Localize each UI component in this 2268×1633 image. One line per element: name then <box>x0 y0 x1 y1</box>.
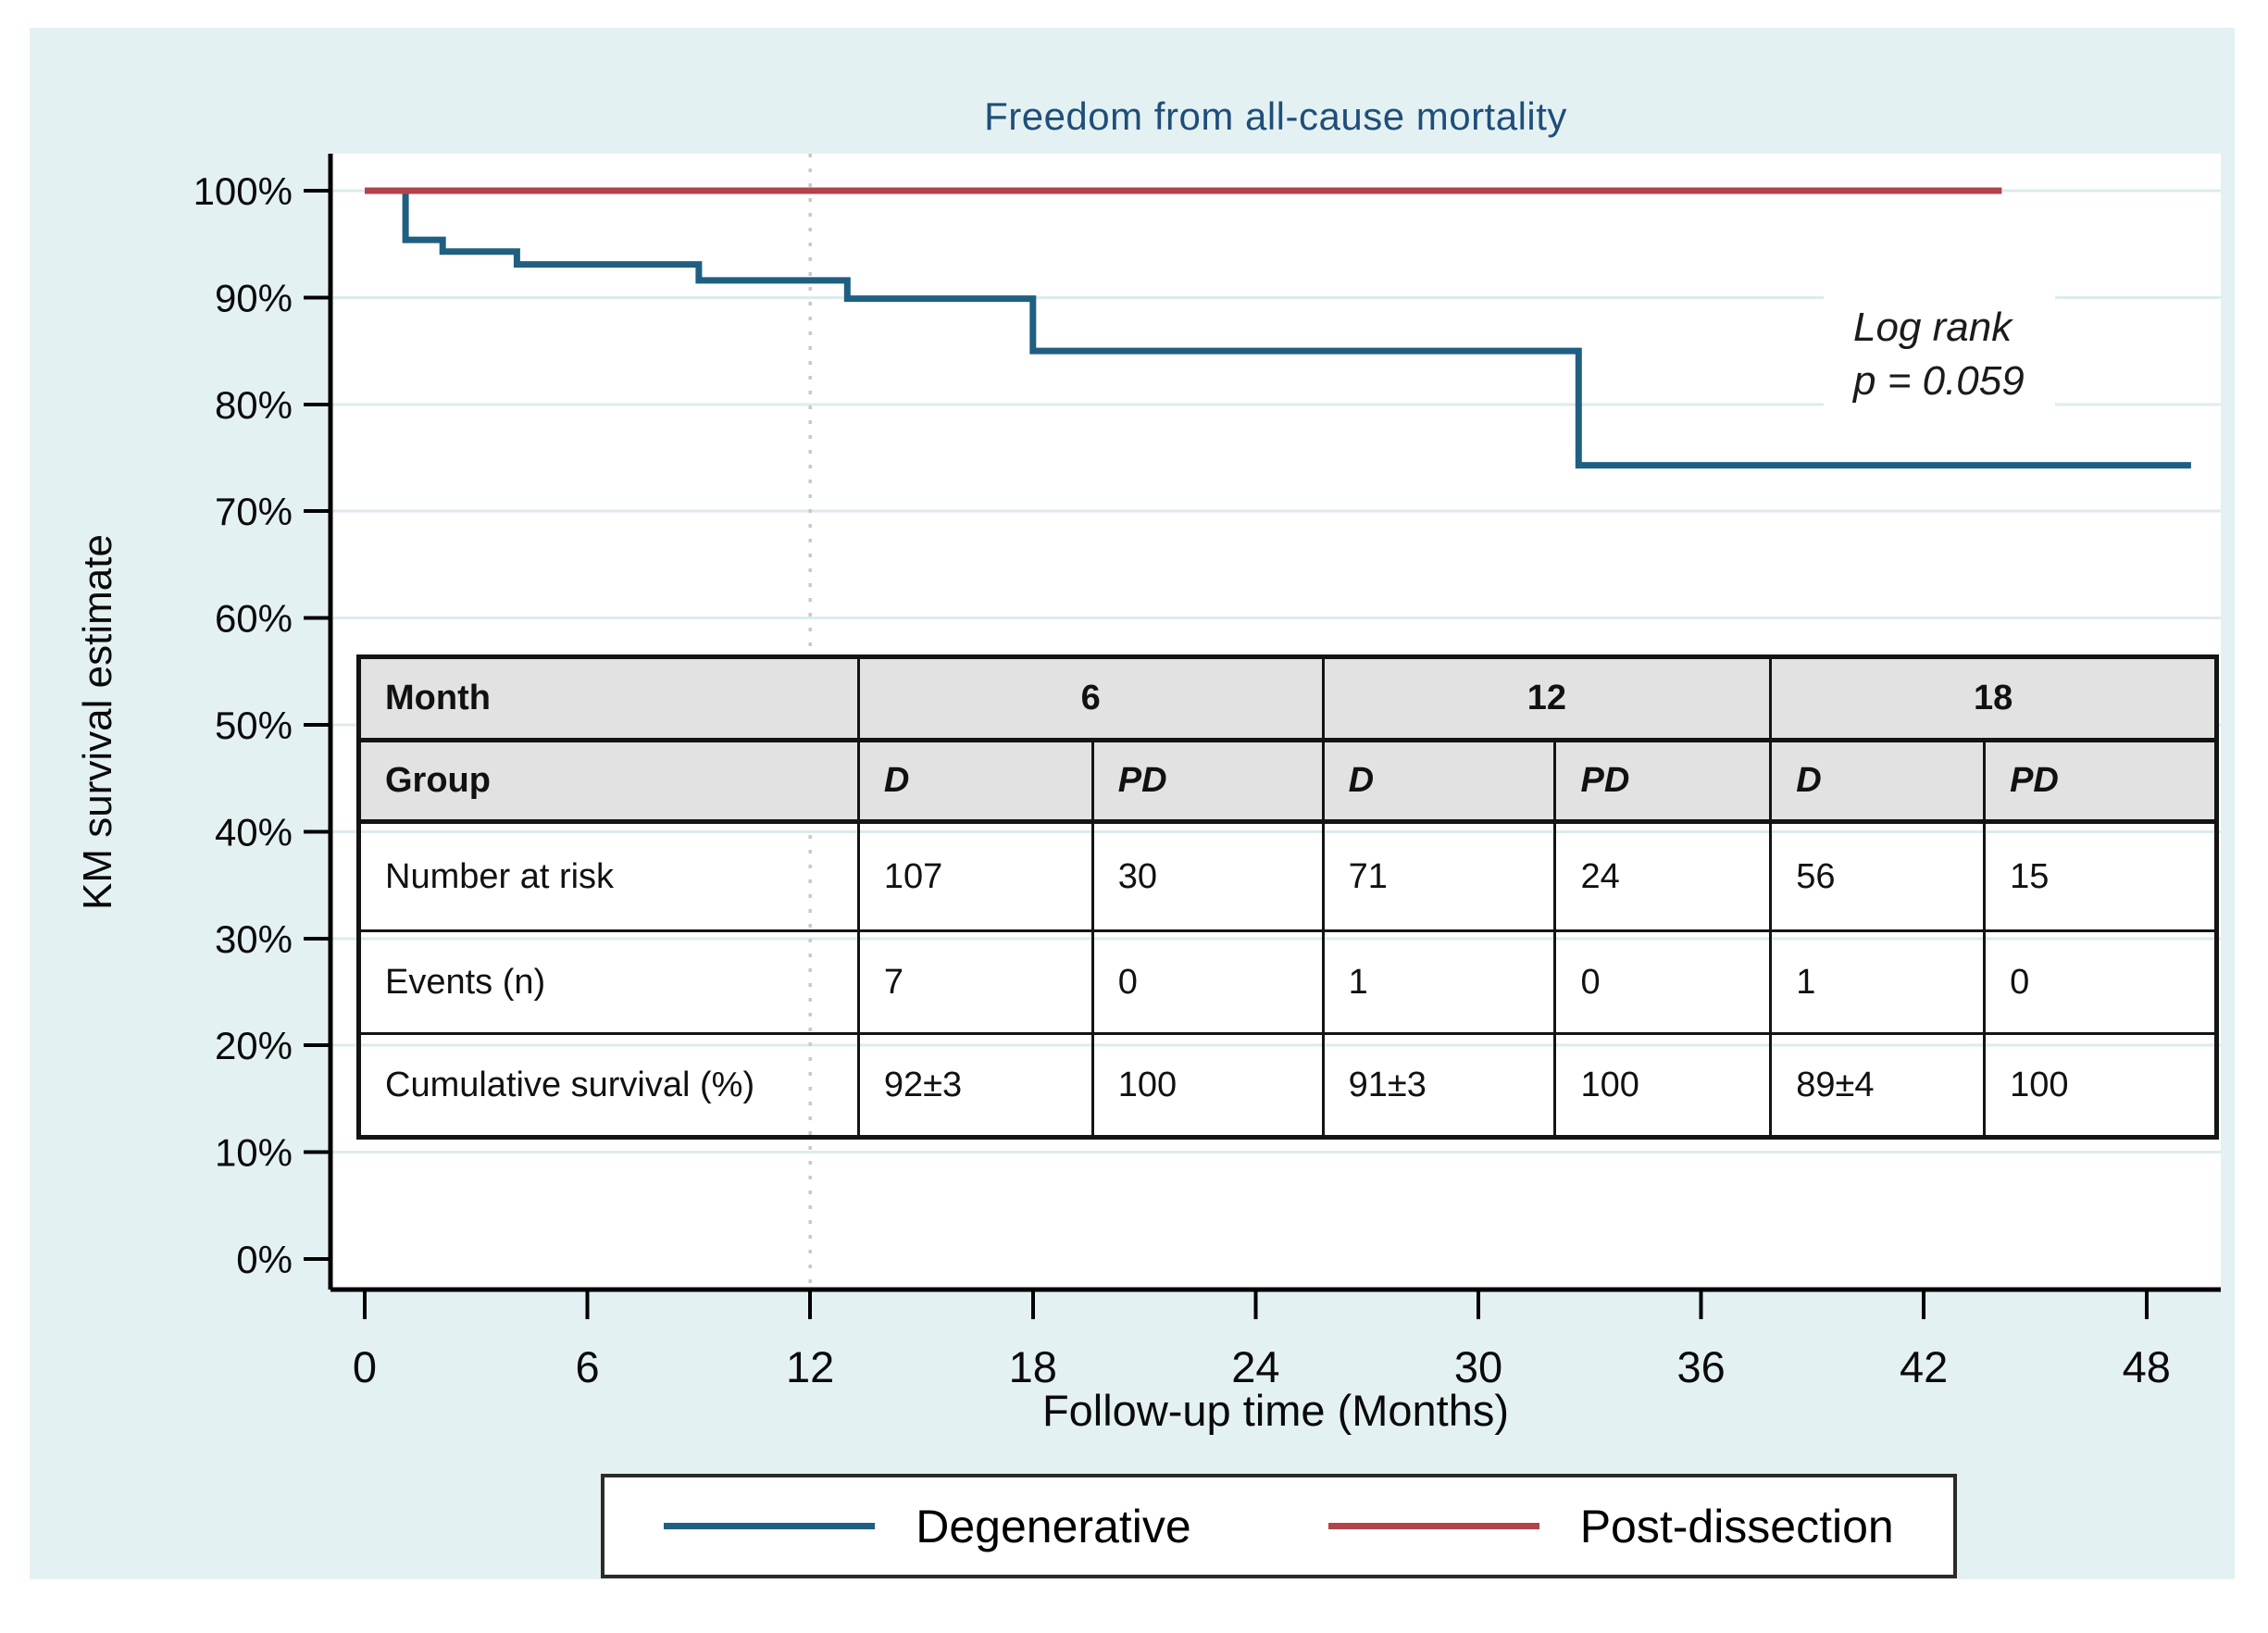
y-tick-label: 90% <box>215 276 293 319</box>
cell: 7 <box>856 929 1094 1035</box>
x-tick-label: 18 <box>1009 1342 1057 1391</box>
annotation-background <box>1824 285 2055 413</box>
cell: 30 <box>1090 820 1325 932</box>
log-rank-annotation: Log rank p = 0.059 <box>1824 285 2055 413</box>
risk-table-group-label: Group <box>357 739 860 824</box>
cell: 100 <box>1090 1032 1325 1139</box>
x-tick-label: 24 <box>1231 1342 1279 1391</box>
log-rank-label: Log rank <box>1853 305 2013 350</box>
cell: 89±4 <box>1769 1032 1987 1139</box>
risk-table-group-row: Group D PD D PD D PD <box>357 739 2218 824</box>
degenerative-line-swatch <box>664 1523 876 1529</box>
y-tick-label: 40% <box>215 810 293 854</box>
risk-table-col-18-d: D <box>1769 739 1987 824</box>
row-label: Events (n) <box>357 929 860 1035</box>
risk-table-month-6: 6 <box>856 655 1325 742</box>
y-tick-label: 50% <box>215 704 293 747</box>
cell: 0 <box>1553 929 1773 1035</box>
cell: 0 <box>1090 929 1325 1035</box>
y-tick-label: 30% <box>215 917 293 961</box>
cell: 1 <box>1321 929 1557 1035</box>
x-tick-label: 36 <box>1676 1342 1725 1391</box>
risk-table: Month 6 12 18 Group D PD D PD D PD Numbe… <box>356 654 2219 1140</box>
risk-table-col-6-pd: PD <box>1090 739 1325 824</box>
cell: 100 <box>1553 1032 1773 1139</box>
legend: Degenerative Post-dissection <box>601 1474 1957 1578</box>
cell: 92±3 <box>856 1032 1094 1139</box>
legend-label-post-dissection: Post-dissection <box>1579 1500 1894 1552</box>
x-tick-label: 48 <box>2123 1342 2171 1391</box>
x-tick-label: 30 <box>1454 1342 1502 1391</box>
x-axis-title: Follow-up time (Months) <box>1042 1386 1509 1435</box>
risk-table-row-cumulative-survival: Cumulative survival (%) 92±3 100 91±3 10… <box>357 1032 2218 1139</box>
risk-table-month-18: 18 <box>1769 655 2218 742</box>
risk-table-col-12-d: D <box>1321 739 1557 824</box>
y-tick-label: 70% <box>215 490 293 533</box>
cell: 0 <box>1983 929 2218 1035</box>
chart-title: Freedom from all-cause mortality <box>984 94 1567 138</box>
y-tick-label: 0% <box>236 1238 293 1281</box>
x-tick-label: 12 <box>786 1342 834 1391</box>
legend-label-degenerative: Degenerative <box>916 1500 1191 1552</box>
cell: 15 <box>1983 820 2218 932</box>
risk-table-row-number-at-risk: Number at risk 107 30 71 24 56 15 <box>357 820 2218 932</box>
y-tick-label: 100% <box>193 169 293 213</box>
risk-table-month-row: Month 6 12 18 <box>357 655 2218 742</box>
y-tick-label: 60% <box>215 597 293 641</box>
cell: 24 <box>1553 820 1773 932</box>
cell: 91±3 <box>1321 1032 1557 1139</box>
y-tick-label: 10% <box>215 1131 293 1175</box>
risk-table-row-events: Events (n) 7 0 1 0 1 0 <box>357 929 2218 1035</box>
cell: 100 <box>1983 1032 2218 1139</box>
risk-table-col-12-pd: PD <box>1553 739 1773 824</box>
y-axis-title: KM survival estimate <box>75 534 120 910</box>
risk-table-col-6-d: D <box>856 739 1094 824</box>
cell: 107 <box>856 820 1094 932</box>
cell: 71 <box>1321 820 1557 932</box>
y-tick-label: 80% <box>215 383 293 427</box>
risk-table-col-18-pd: PD <box>1983 739 2218 824</box>
cell: 1 <box>1769 929 1987 1035</box>
risk-table-month-label: Month <box>357 655 860 742</box>
x-tick-label: 42 <box>1900 1342 1948 1391</box>
log-rank-p-value: p = 0.059 <box>1851 358 2025 404</box>
risk-table-month-12: 12 <box>1321 655 1773 742</box>
x-tick-label: 0 <box>353 1342 377 1391</box>
cell: 56 <box>1769 820 1987 932</box>
x-tick-label: 6 <box>576 1342 600 1391</box>
row-label: Number at risk <box>357 820 860 932</box>
degenerative-curve <box>365 187 2191 469</box>
row-label: Cumulative survival (%) <box>357 1032 860 1139</box>
post-dissection-line-swatch <box>1327 1523 1539 1529</box>
y-tick-label: 20% <box>215 1024 293 1067</box>
chart-panel: Freedom from all-cause mortality 0% 10% 20… <box>30 28 2235 1579</box>
